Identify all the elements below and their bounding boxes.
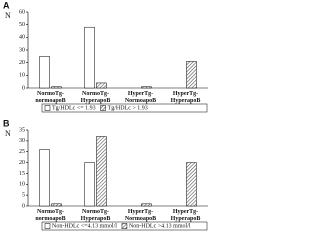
y-tick-label: 10 (19, 182, 25, 188)
y-tick-label: 0 (22, 85, 25, 91)
x-tick-label: NormoTg-normoapoB (35, 91, 65, 104)
legend-label: Tg/HDLc > 1.93 (108, 105, 148, 111)
y-axis-label: N (5, 129, 11, 138)
bar (51, 203, 62, 207)
bar (51, 86, 62, 89)
x-tick-label: NormoTg-normoapoB (35, 209, 65, 222)
legend-swatch (100, 105, 106, 111)
y-tick-label: 25 (19, 149, 25, 155)
legend-swatch (44, 223, 51, 229)
x-tick-label: HyperTg-HyperapoB (171, 91, 201, 104)
panel-label: A (3, 0, 10, 10)
x-tick-label: NormoTg-HyperapoB (81, 209, 111, 222)
x-tick-label: HyperTg-HyperapoB (171, 209, 201, 222)
y-tick-label: 30 (19, 138, 25, 144)
y-tick-label: 15 (19, 171, 25, 177)
y-axis-label: N (5, 11, 11, 20)
x-tick-label: HyperTg-NormoapoB (125, 209, 156, 222)
bar (186, 61, 197, 89)
bar (84, 162, 95, 207)
legend-swatch (44, 105, 51, 111)
legend-box (41, 103, 208, 113)
legend-label: Non-HDLc >4.13 mmol/l (129, 223, 191, 229)
panel-label: B (3, 118, 10, 128)
y-tick-label: 50 (19, 22, 25, 28)
bar (186, 162, 197, 207)
bar (141, 203, 152, 207)
bar (39, 56, 50, 89)
bar (96, 82, 107, 89)
x-tick-label: HyperTg-NormoapoB (125, 91, 156, 104)
y-tick-label: 40 (19, 35, 25, 41)
legend-swatch (121, 223, 128, 229)
x-tick-label: NormoTg-HyperapoB (81, 91, 111, 104)
legend-label: Tg/HDLc <= 1.93 (52, 105, 96, 111)
y-tick-label: 35 (19, 127, 25, 133)
bar (96, 136, 107, 207)
bar (84, 26, 95, 89)
y-tick-label: 0 (22, 203, 25, 209)
bar (141, 86, 152, 89)
y-tick-label: 5 (22, 193, 25, 199)
y-tick-label: 30 (19, 47, 25, 53)
figure: AN0102030405060NormoTg-normoapoBNormoTg-… (3, 0, 208, 231)
y-tick-label: 20 (19, 60, 25, 66)
legend-label: Non-HDLc <=4.13 mmol/l (52, 223, 117, 229)
y-tick-label: 10 (19, 73, 25, 79)
bar (39, 149, 50, 207)
y-tick-label: 60 (19, 9, 25, 15)
y-tick-label: 20 (19, 160, 25, 166)
